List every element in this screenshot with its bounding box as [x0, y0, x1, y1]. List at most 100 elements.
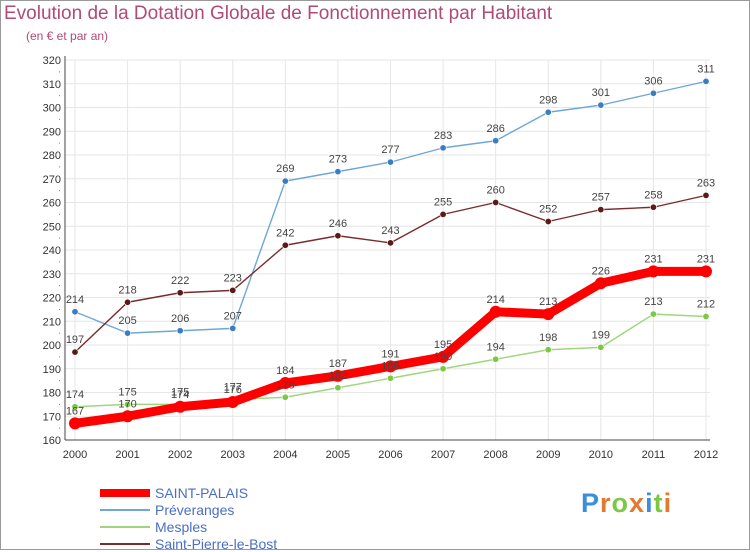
data-point — [647, 265, 660, 278]
data-point — [71, 403, 79, 411]
y-tick-label: 290 — [43, 126, 61, 138]
data-label: 231 — [697, 253, 715, 265]
chart-title: Evolution de la Dotation Globale de Fonc… — [4, 3, 553, 24]
data-point — [124, 329, 132, 337]
data-point — [544, 346, 552, 354]
data-label: 214 — [486, 294, 504, 306]
data-label: 182 — [329, 370, 347, 382]
data-point — [281, 393, 289, 401]
y-tick-label: 260 — [43, 198, 61, 210]
data-point — [439, 144, 447, 152]
logo-letter: i — [663, 488, 673, 518]
data-point — [124, 298, 132, 306]
data-label: 207 — [224, 310, 242, 322]
data-label: 306 — [644, 75, 662, 87]
legend-item: Préveranges — [100, 501, 277, 518]
data-label: 223 — [224, 272, 242, 284]
legend-item: Saint-Pierre-le-Bost — [100, 535, 277, 552]
y-tick-label: 170 — [43, 411, 61, 423]
y-tick-label: 270 — [43, 174, 61, 186]
data-label: 198 — [539, 332, 557, 344]
legend-swatch — [100, 542, 150, 545]
chart-subtitle: (en € et par an) — [26, 29, 109, 43]
legend-label: Saint-Pierre-le-Bost — [155, 535, 278, 552]
x-tick-label: 2006 — [378, 449, 402, 461]
legend-swatch — [100, 508, 150, 511]
data-label: 218 — [118, 284, 136, 296]
data-label: 301 — [592, 87, 610, 99]
y-tick-label: 320 — [43, 55, 61, 67]
data-label: 186 — [381, 360, 399, 372]
data-label: 177 — [224, 382, 242, 394]
logo-letter: i — [645, 488, 654, 518]
data-label: 175 — [118, 386, 136, 398]
logo-letter: r — [600, 488, 612, 518]
y-tick-label: 250 — [43, 221, 61, 233]
y-tick-label: 190 — [43, 364, 61, 376]
x-tick-label: 2012 — [694, 449, 718, 461]
data-label: 213 — [644, 296, 662, 308]
data-point — [542, 308, 555, 321]
data-label: 197 — [66, 334, 84, 346]
data-point — [69, 417, 81, 430]
data-label: 298 — [539, 94, 557, 106]
data-label: 283 — [434, 130, 452, 142]
x-tick-label: 2009 — [536, 449, 560, 461]
data-point — [702, 191, 710, 199]
logo-letter: t — [653, 488, 664, 518]
data-label: 170 — [118, 398, 136, 410]
data-label: 206 — [171, 313, 189, 325]
data-point — [594, 277, 607, 290]
data-point — [176, 289, 184, 297]
data-point — [386, 158, 394, 166]
data-point — [702, 312, 710, 320]
data-label: 226 — [592, 265, 610, 277]
data-point — [71, 308, 79, 316]
data-label: 174 — [171, 389, 189, 401]
data-point — [121, 410, 134, 423]
data-label: 205 — [118, 315, 136, 327]
data-point — [439, 365, 447, 373]
y-tick-label: 280 — [43, 150, 61, 162]
data-label: 311 — [697, 63, 715, 75]
data-label: 273 — [329, 154, 347, 166]
data-label: 184 — [276, 365, 294, 377]
chart-legend: SAINT-PALAIS Préveranges Mesples Saint-Pier… — [100, 484, 277, 552]
data-point — [649, 310, 657, 318]
data-point — [489, 305, 502, 318]
x-tick-label: 2002 — [168, 449, 192, 461]
data-point — [702, 77, 710, 85]
data-label: 258 — [644, 189, 662, 201]
data-point — [437, 350, 450, 363]
data-label: 213 — [539, 296, 557, 308]
data-label: 194 — [486, 341, 504, 353]
y-tick-label: 200 — [43, 340, 61, 352]
legend-label: Préveranges — [155, 501, 235, 518]
x-tick-label: 2008 — [483, 449, 507, 461]
data-label: 286 — [486, 123, 504, 135]
data-label: 277 — [381, 144, 399, 156]
data-point — [334, 384, 342, 392]
x-tick-label: 2000 — [63, 449, 87, 461]
data-label: 242 — [276, 227, 294, 239]
data-point — [597, 206, 605, 214]
y-tick-label: 300 — [43, 103, 61, 115]
legend-swatch — [100, 488, 150, 497]
data-point — [281, 177, 289, 185]
logo-letter: P — [581, 488, 601, 518]
data-point — [597, 101, 605, 109]
data-point — [544, 108, 552, 116]
data-label: 231 — [644, 253, 662, 265]
y-tick-label: 240 — [43, 245, 61, 257]
data-label: 178 — [276, 379, 294, 391]
y-tick-label: 160 — [43, 435, 61, 447]
logo-letter: o — [611, 488, 630, 518]
data-label: 243 — [381, 225, 399, 237]
data-point — [226, 396, 239, 408]
data-point — [334, 168, 342, 176]
data-point — [176, 327, 184, 335]
data-label: 176 — [224, 384, 242, 396]
proxiti-logo: Proxiti — [581, 488, 672, 519]
data-point — [334, 232, 342, 240]
data-label: 167 — [66, 405, 84, 417]
